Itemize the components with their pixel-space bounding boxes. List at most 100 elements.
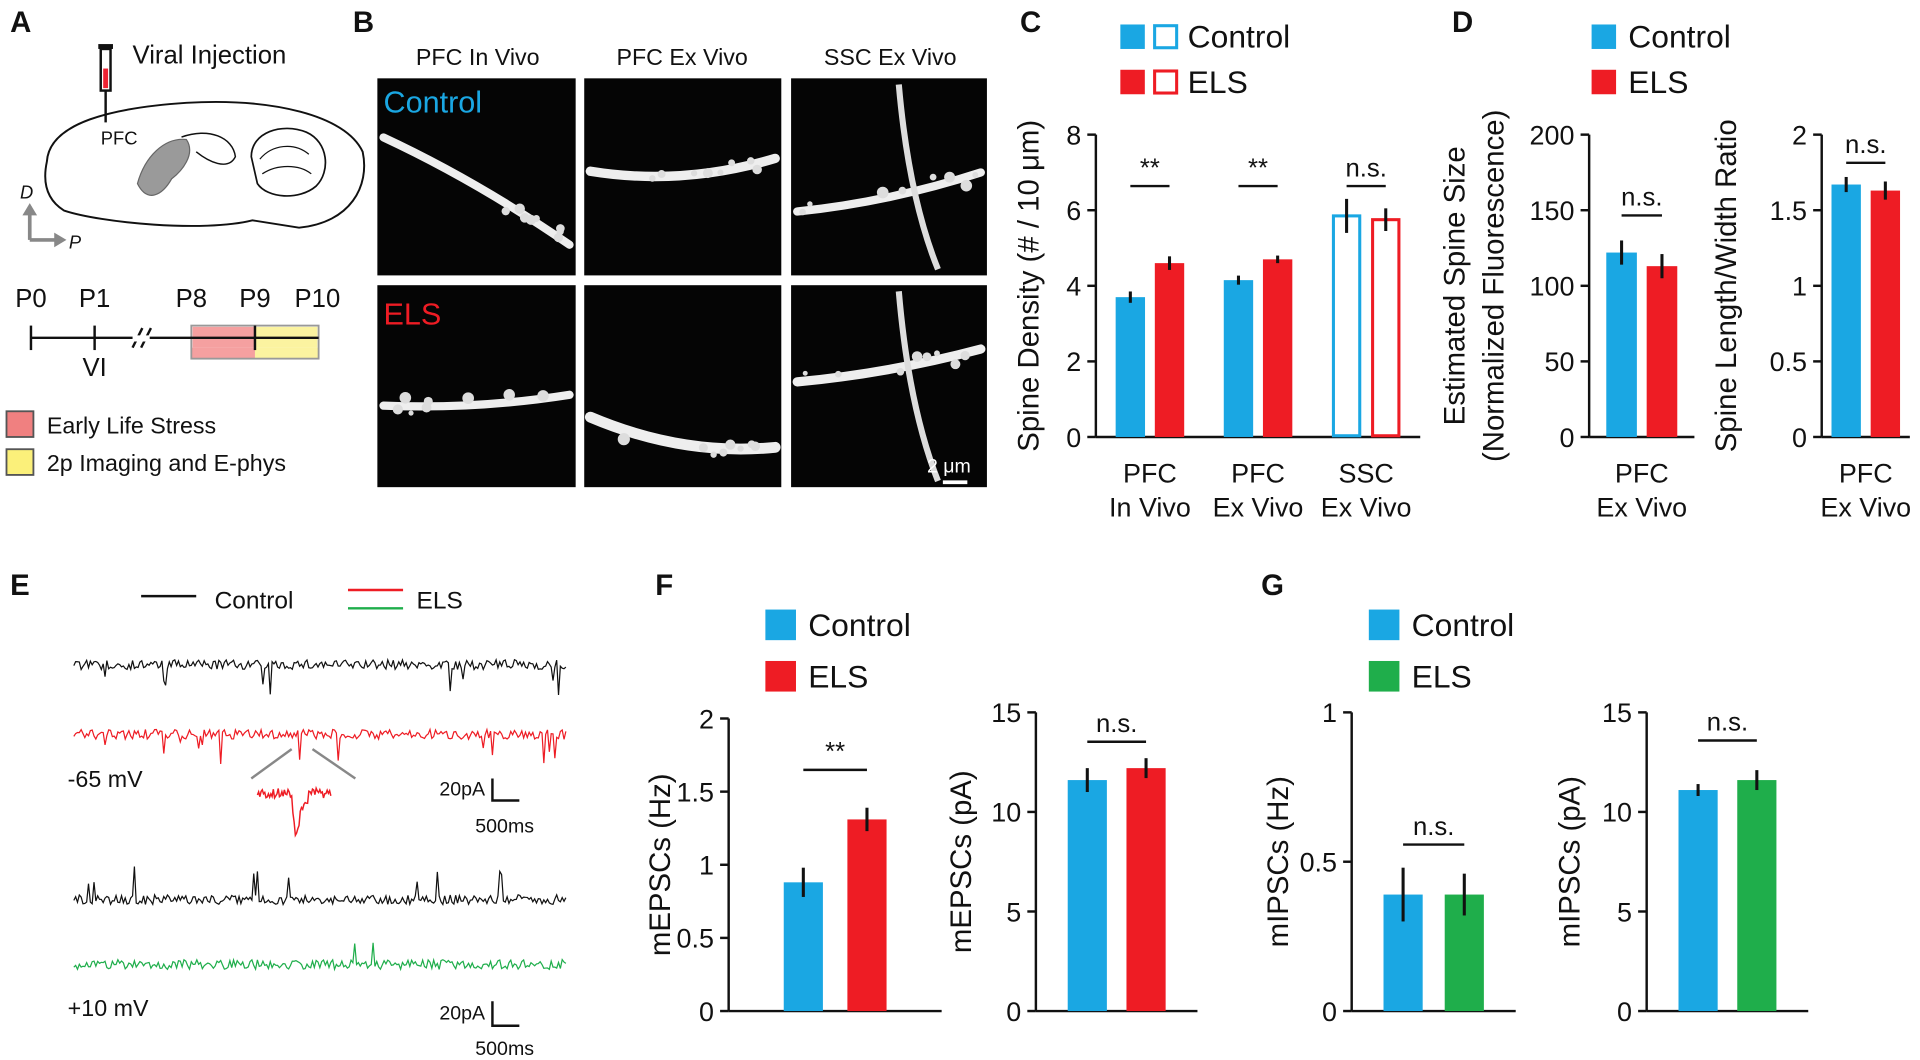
micrographs — [377, 78, 987, 488]
annotation: Viral Injection — [133, 42, 287, 70]
spine — [537, 390, 549, 402]
spine — [408, 410, 414, 416]
significance-label: ** — [825, 738, 845, 766]
y-tick-label: 100 — [1530, 272, 1575, 302]
legend-label: Control — [1188, 19, 1291, 55]
spine — [399, 391, 412, 404]
spine — [950, 359, 961, 370]
y-tick-label: 10 — [1602, 798, 1632, 828]
y-axis-label: Spine Length/Width Ratio — [1710, 119, 1743, 452]
dendrite — [793, 168, 985, 216]
chart: 0 0.5 1 1.5 2 Spine Length/Width Ratio PFC Ex V… — [1710, 119, 1911, 522]
row-label: ELS — [383, 297, 441, 331]
bar — [847, 819, 887, 1012]
syringe-virus — [103, 68, 109, 89]
spine — [649, 175, 656, 182]
bar — [1262, 259, 1293, 437]
panel-label: F — [655, 569, 673, 602]
legend-label: ELS — [417, 587, 463, 614]
spine — [960, 179, 973, 192]
scale-label: 500ms — [475, 1038, 534, 1060]
spine — [944, 171, 956, 183]
holding-label: -65 mV — [68, 766, 143, 792]
legend-swatch — [1368, 660, 1400, 692]
timeline-label: P8 — [176, 285, 207, 313]
cerebellum-folds — [259, 145, 312, 175]
spine — [725, 439, 736, 450]
timeline-stress — [191, 347, 255, 359]
panel-label: A — [10, 6, 31, 39]
y-tick-label: 1 — [1792, 272, 1807, 302]
legend-swatch — [1153, 24, 1179, 50]
y-axis-label: mEPSCs (Hz) — [644, 773, 677, 956]
spine — [532, 214, 540, 223]
micrograph — [377, 78, 576, 276]
bar — [1831, 184, 1861, 437]
panel-e: Control ELS -65 mV 20pA 500ms +10 mV 20p… — [68, 587, 567, 1060]
trace — [73, 727, 567, 764]
spine — [911, 351, 923, 362]
scale-bar — [491, 778, 520, 802]
spine — [617, 433, 630, 446]
y-tick-label: 0 — [1559, 423, 1574, 453]
spine — [747, 157, 755, 165]
y-tick-label: 4 — [1066, 272, 1081, 302]
spine — [934, 350, 940, 357]
scale-label: 500ms — [475, 815, 534, 837]
spine — [553, 232, 564, 243]
timeline-label: VI — [82, 354, 106, 382]
spine — [876, 186, 889, 199]
y-tick-label: 0 — [699, 997, 714, 1027]
y-tick-label: 5 — [1006, 897, 1021, 927]
x-tick-label: SSC — [1339, 458, 1394, 488]
row-label: Control — [383, 86, 482, 120]
panel-b: PFC In Vivo PFC Ex Vivo SSC Ex Vivo Cont… — [377, 44, 987, 488]
bar — [1606, 252, 1637, 437]
legend-label: Control — [808, 607, 911, 643]
y-tick-label: 2 — [1792, 120, 1807, 150]
dendrite — [792, 344, 986, 387]
legend-swatch — [765, 609, 796, 641]
inset-guide — [250, 748, 293, 780]
timeline-label: P0 — [15, 285, 46, 313]
y-axis-label: mEPSCs (pA) — [945, 770, 978, 953]
arrow-head — [54, 232, 67, 248]
y-tick-label: 200 — [1530, 120, 1575, 150]
y-tick-label: 1.5 — [677, 777, 714, 807]
chart: 0 2 4 6 8 Spine Density (# / 10 μm) PFC In Vivo… — [1012, 19, 1421, 523]
legend-swatch — [5, 448, 35, 476]
significance-label: n.s. — [1707, 709, 1748, 737]
brain-outline — [44, 101, 366, 229]
x-tick-label: PFC — [1839, 458, 1893, 488]
y-tick-label: 0.5 — [1770, 347, 1807, 377]
y-tick-label: 0 — [1792, 423, 1807, 453]
spine — [556, 227, 564, 236]
dendrite — [895, 84, 941, 271]
y-tick-label: 0.5 — [1300, 848, 1337, 878]
spine — [501, 207, 510, 216]
significance-label: n.s. — [1345, 154, 1386, 182]
brain-detail — [181, 132, 237, 165]
significance-label: n.s. — [1621, 184, 1662, 212]
y-tick-label: 0 — [1006, 997, 1021, 1027]
arrow-head — [22, 203, 38, 216]
y-tick-label: 5 — [1617, 897, 1632, 927]
x-tick-label: Ex Vivo — [1213, 493, 1304, 523]
spine — [698, 443, 708, 453]
significance-label: n.s. — [1845, 131, 1886, 159]
micrograph — [791, 285, 987, 488]
bar — [1737, 780, 1777, 1012]
legend-label: ELS — [1188, 64, 1248, 100]
chart: 0 5 10 15 mEPSCs (pA) n.s. — [945, 698, 1198, 1027]
legend-swatch — [1591, 69, 1617, 95]
y-axis-label: Spine Density (# / 10 μm) — [1012, 120, 1045, 452]
y-axis-label: mIPSCs (pA) — [1553, 776, 1586, 947]
spine — [503, 389, 515, 401]
chart: 0 5 10 15 mIPSCs (pA) n.s. — [1553, 698, 1809, 1027]
y-axis-label: Estimated Spine Size — [1438, 146, 1471, 425]
legend-swatch — [1120, 24, 1145, 49]
spine — [702, 168, 713, 179]
scale-label: 20pA — [439, 779, 486, 801]
chart: 0 0.5 1 mIPSCs (Hz) n.s. Control ELS — [1262, 607, 1516, 1027]
spine — [922, 352, 932, 362]
